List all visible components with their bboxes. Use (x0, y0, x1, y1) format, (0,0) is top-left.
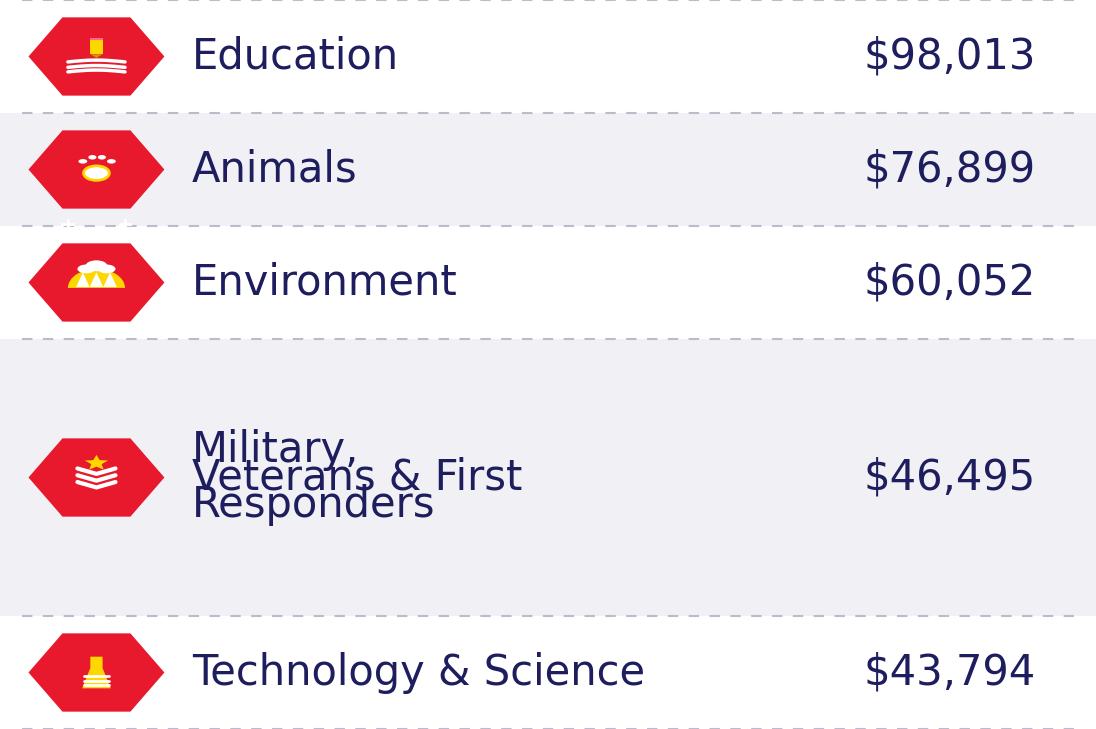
FancyBboxPatch shape (0, 226, 1096, 339)
Text: Veterans & First: Veterans & First (192, 456, 522, 499)
Ellipse shape (85, 260, 107, 271)
Text: $46,495: $46,495 (864, 456, 1036, 499)
FancyBboxPatch shape (0, 616, 1096, 729)
Polygon shape (28, 17, 164, 95)
FancyBboxPatch shape (0, 0, 1096, 113)
Text: $43,794: $43,794 (864, 652, 1036, 693)
Text: $98,013: $98,013 (864, 36, 1036, 77)
Text: Environment: Environment (192, 262, 457, 303)
Text: Technology & Science: Technology & Science (192, 652, 644, 693)
Wedge shape (68, 269, 125, 288)
Ellipse shape (78, 265, 95, 273)
Ellipse shape (98, 155, 106, 160)
Text: Responders: Responders (192, 484, 435, 526)
Ellipse shape (98, 265, 115, 273)
Ellipse shape (89, 155, 96, 160)
FancyBboxPatch shape (0, 339, 1096, 616)
FancyBboxPatch shape (90, 40, 103, 54)
Polygon shape (90, 54, 103, 58)
Text: Military,: Military, (192, 429, 359, 471)
Polygon shape (28, 130, 164, 208)
Polygon shape (84, 455, 109, 469)
Ellipse shape (107, 159, 116, 163)
Polygon shape (103, 273, 117, 287)
Text: $76,899: $76,899 (864, 149, 1036, 190)
Ellipse shape (83, 166, 110, 180)
Text: $60,052: $60,052 (864, 262, 1036, 303)
Ellipse shape (79, 159, 88, 163)
Polygon shape (76, 273, 90, 287)
Polygon shape (28, 634, 164, 712)
Text: Education: Education (192, 36, 399, 77)
Polygon shape (28, 243, 164, 321)
Polygon shape (90, 273, 103, 287)
Text: Animals: Animals (192, 149, 357, 190)
FancyBboxPatch shape (0, 113, 1096, 226)
FancyBboxPatch shape (90, 38, 103, 40)
Polygon shape (28, 438, 164, 517)
Polygon shape (82, 657, 111, 688)
